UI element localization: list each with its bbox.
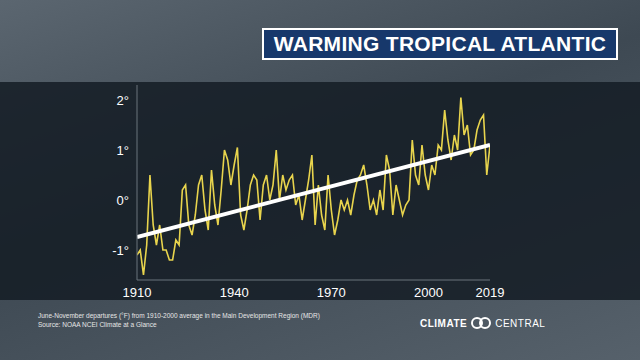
svg-text:1940: 1940 [220,285,249,300]
html-text:WARMING TROPICAL ATLANTIC: WARMING TROPICAL ATLANTIC [273,32,607,55]
svg-text:1910: 1910 [123,285,152,300]
html-text:June-November departures (°F): June-November departures (°F) from 1910-… [38,312,320,319]
svg-text:2°: 2° [117,93,129,108]
html-text:CLIMATE: CLIMATE [420,317,468,329]
html-text:Source: NOAA NCEI Climate at a: Source: NOAA NCEI Climate at a Glance [38,321,157,328]
svg-text:0°: 0° [117,193,129,208]
svg-text:1970: 1970 [317,285,346,300]
svg-text:2019: 2019 [476,285,505,300]
svg-text:1°: 1° [117,143,129,158]
svg-text:2000: 2000 [414,285,443,300]
svg-text:-1°: -1° [112,243,129,258]
html-text:CENTRAL: CENTRAL [495,317,546,329]
